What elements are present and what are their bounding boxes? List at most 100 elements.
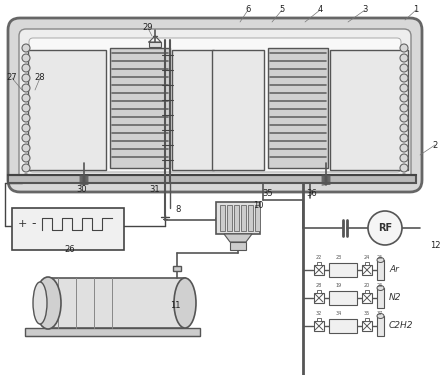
Bar	[227, 205, 232, 231]
Bar	[248, 205, 253, 231]
Bar	[25, 328, 200, 336]
Text: +: +	[17, 219, 27, 229]
Ellipse shape	[400, 94, 408, 102]
Bar	[230, 242, 246, 250]
Ellipse shape	[377, 258, 384, 262]
Text: 3: 3	[362, 6, 368, 15]
Ellipse shape	[22, 104, 30, 112]
Circle shape	[368, 211, 402, 245]
Text: 23: 23	[336, 255, 342, 260]
Text: C2H2: C2H2	[389, 321, 413, 330]
Bar	[377, 288, 384, 308]
Ellipse shape	[400, 154, 408, 162]
Text: 36: 36	[307, 189, 317, 198]
Bar	[317, 290, 321, 293]
Bar	[48, 278, 185, 328]
Text: 10: 10	[253, 201, 263, 210]
Ellipse shape	[22, 124, 30, 132]
Bar	[149, 42, 161, 47]
Text: 11: 11	[170, 300, 180, 309]
Bar	[362, 293, 372, 303]
Bar	[28, 50, 106, 170]
FancyBboxPatch shape	[8, 18, 422, 192]
Bar	[268, 48, 328, 168]
Bar	[377, 260, 384, 280]
Bar	[377, 316, 384, 336]
Text: -: -	[32, 217, 36, 231]
Text: 4: 4	[317, 6, 323, 15]
Bar	[365, 262, 369, 265]
Ellipse shape	[22, 164, 30, 172]
Bar	[216, 202, 260, 234]
Ellipse shape	[400, 164, 408, 172]
Text: 37: 37	[377, 311, 383, 316]
Text: 28: 28	[316, 283, 322, 288]
Ellipse shape	[400, 104, 408, 112]
Ellipse shape	[400, 74, 408, 82]
Polygon shape	[224, 234, 252, 242]
Bar	[365, 290, 369, 293]
Text: N2: N2	[389, 294, 401, 303]
Bar	[212, 50, 264, 170]
Bar	[220, 205, 225, 231]
Ellipse shape	[174, 278, 196, 328]
Bar	[317, 318, 321, 321]
Bar	[365, 318, 369, 321]
Text: 24: 24	[364, 255, 370, 260]
Text: 35: 35	[263, 189, 274, 198]
Ellipse shape	[33, 282, 47, 324]
Bar	[314, 321, 324, 331]
Ellipse shape	[400, 134, 408, 142]
Ellipse shape	[22, 134, 30, 142]
Ellipse shape	[400, 84, 408, 92]
Text: 12: 12	[430, 240, 440, 249]
Ellipse shape	[400, 114, 408, 122]
Ellipse shape	[22, 54, 30, 62]
Ellipse shape	[35, 277, 61, 329]
Text: 31: 31	[150, 186, 160, 195]
Bar	[241, 205, 246, 231]
Bar	[234, 205, 239, 231]
Text: 35: 35	[364, 311, 370, 316]
Bar	[317, 262, 321, 265]
Bar	[329, 291, 357, 305]
Ellipse shape	[22, 144, 30, 152]
Bar	[330, 50, 408, 170]
FancyBboxPatch shape	[19, 29, 411, 181]
Bar	[8, 175, 416, 183]
Ellipse shape	[22, 154, 30, 162]
Ellipse shape	[22, 114, 30, 122]
Text: 19: 19	[336, 283, 342, 288]
Ellipse shape	[400, 144, 408, 152]
Bar	[255, 205, 260, 231]
Ellipse shape	[400, 54, 408, 62]
Text: 26: 26	[377, 283, 383, 288]
Text: 25: 25	[377, 255, 383, 260]
Bar	[362, 265, 372, 275]
Bar	[173, 266, 181, 271]
Text: 27: 27	[7, 74, 17, 82]
Text: 32: 32	[316, 311, 322, 316]
Ellipse shape	[22, 174, 30, 182]
Ellipse shape	[377, 285, 384, 291]
Bar	[329, 263, 357, 277]
Text: 1: 1	[413, 6, 419, 15]
Text: 6: 6	[246, 6, 251, 15]
Text: RF: RF	[378, 223, 392, 233]
Text: 34: 34	[336, 311, 342, 316]
Bar	[314, 293, 324, 303]
Ellipse shape	[22, 64, 30, 72]
Ellipse shape	[400, 174, 408, 182]
Text: 26: 26	[65, 246, 75, 255]
Ellipse shape	[22, 94, 30, 102]
Ellipse shape	[22, 74, 30, 82]
Text: 30: 30	[77, 186, 87, 195]
Text: 28: 28	[35, 74, 45, 82]
Text: 5: 5	[279, 6, 285, 15]
Text: 29: 29	[143, 24, 153, 33]
Bar	[172, 50, 214, 170]
Bar	[12, 208, 124, 250]
Text: 22: 22	[316, 255, 322, 260]
Ellipse shape	[400, 44, 408, 52]
Text: 2: 2	[432, 141, 438, 150]
